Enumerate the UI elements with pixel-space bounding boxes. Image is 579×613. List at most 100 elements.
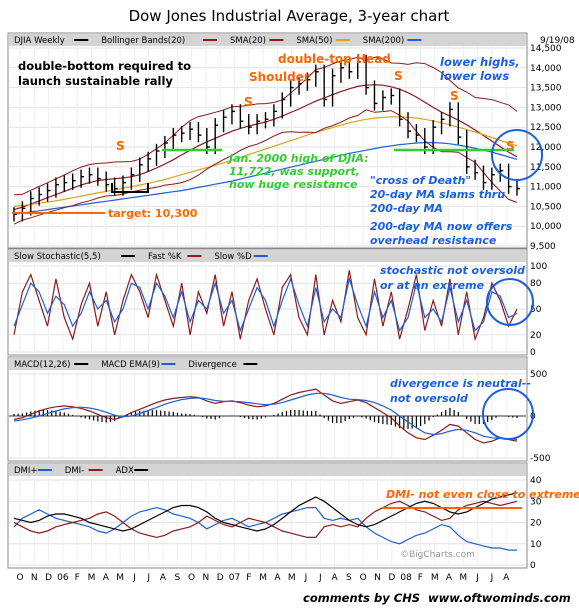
annotations: double-bottom required to launch sustain… — [12, 52, 579, 560]
x-tick-33: J — [490, 573, 494, 583]
price-ohlc-bars — [13, 54, 520, 222]
macd-legend-label-0: MACD(12,26) — [14, 360, 70, 370]
double-bottom-note-line1: double-bottom required to — [18, 59, 191, 73]
stochastic-y-tick-3: 20 — [530, 331, 542, 341]
price-legend-bar — [9, 34, 526, 46]
macd-series-macd-12-26- — [13, 388, 518, 444]
price-y-tick-labels: 14,500 14,000 13,500 13,000 12,500 12,000 11,5… — [530, 44, 562, 252]
jan2000-note-line2: 11,722, was support, — [229, 165, 360, 178]
dmi-y-tick-2: 20 — [530, 519, 542, 529]
price-y-tick-1: 14,000 — [530, 64, 562, 74]
x-tick-11: S — [174, 573, 180, 583]
x-tick-13: N — [203, 573, 210, 583]
price-legend-label-4: SMA(200) — [363, 36, 404, 46]
x-tick-10: A — [160, 573, 167, 583]
x-tick-28: F — [418, 573, 423, 583]
dmi-y-tick-4: 0 — [530, 561, 536, 571]
stochastic-note-line1: stochastic not oversold — [380, 264, 525, 277]
stochastic-legend-label-0: Slow Stochastic(5,5) — [14, 252, 101, 262]
lower-highs-line2: lower lows — [440, 69, 509, 83]
price-y-tick-7: 11,000 — [530, 183, 562, 193]
dmi-legend: DMI+ DMI- ADX — [14, 466, 149, 476]
price-y-tick-8: 10,500 — [530, 202, 562, 212]
macd-series-group — [13, 388, 518, 444]
x-tick-31: M — [459, 573, 467, 583]
divergence-note-line1: divergence is neutral-- — [390, 377, 531, 390]
dmi-y-tick-labels: 40 30 20 10 0 — [530, 476, 542, 571]
lower-highs-line1: lower highs, — [440, 55, 520, 69]
stochastic-y-tick-4: 0 — [530, 348, 536, 358]
dmi-legend-label-2: ADX — [116, 466, 134, 476]
x-tick-9: J — [146, 573, 150, 583]
price-y-tick-4: 12,500 — [530, 123, 562, 133]
x-tick-19: M — [288, 573, 296, 583]
price-legend-label-0: DJIA Weekly — [14, 36, 65, 46]
x-tick-30: A — [446, 573, 453, 583]
stochastic-series-slow-d — [13, 276, 518, 333]
stochastic-y-tick-0: 100 — [530, 262, 547, 272]
dmi-y-tick-0: 40 — [530, 476, 542, 486]
s-marker-1: S — [116, 139, 125, 153]
price-series-bollinger-upper — [13, 56, 518, 196]
x-tick-2: D — [45, 573, 52, 583]
dmi-series-group — [13, 492, 518, 551]
stochastic-series-group — [13, 270, 518, 342]
macd-legend: MACD(12,26) MACD EMA(9) Divergence — [14, 360, 258, 370]
head-label: double-top Head — [278, 52, 391, 66]
x-tick-22: A — [332, 573, 339, 583]
cross-of-death-line2: 20-day MA slams thru — [370, 188, 505, 201]
x-tick-23: S — [346, 573, 352, 583]
x-axis-tick-labels: O N D 06 F M A M J J A S O N D 07 F M A M J J A S O N D 08 F M A M J J A — [16, 573, 510, 583]
x-tick-17: M — [259, 573, 267, 583]
x-tick-34: A — [503, 573, 510, 583]
cross-of-death-line1: "cross of Death" — [370, 174, 471, 187]
s-marker-5: S — [506, 139, 515, 153]
dmi-legend-label-1: DMI- — [65, 466, 84, 476]
price-y-tick-5: 12,000 — [530, 143, 562, 153]
dmi-series-adx — [13, 492, 518, 532]
x-tick-29: M — [431, 573, 439, 583]
x-tick-16: F — [246, 573, 251, 583]
s-marker-3: S — [394, 69, 403, 83]
jan2000-note-line1: Jan. 2000 high of DJIA: — [227, 152, 369, 165]
x-tick-0: O — [16, 573, 23, 583]
stochastic-note-line2: or at an extreme — [380, 279, 485, 292]
macd-series-macd-ema-9- — [13, 392, 518, 441]
macd-legend-label-1: MACD EMA(9) — [101, 360, 160, 370]
x-tick-12: O — [188, 573, 195, 583]
x-tick-3: 06 — [57, 573, 69, 583]
dmi-note: DMI- not even close to extreme — [386, 488, 579, 501]
highlight-circle-price — [491, 129, 543, 181]
footer-site: www.oftwominds.com — [428, 591, 571, 605]
dmi-legend-bar — [9, 464, 526, 476]
x-tick-21: J — [318, 573, 322, 583]
shoulder-label: Shoulder — [249, 70, 310, 84]
price-legend-label-1: Bollinger Bands(20) — [101, 36, 185, 46]
stochastic-y-tick-labels: 100 80 50 20 0 — [530, 262, 547, 358]
price-legend: DJIA Weekly Bollinger Bands(20) SMA(20) SMA… — [14, 36, 422, 46]
dmi-legend-label-0: DMI+ — [14, 466, 38, 476]
highlight-circle-macd — [482, 388, 534, 440]
s-marker-2: S — [244, 95, 253, 109]
double-bottom-bracket — [111, 183, 149, 193]
dmi-panel: DMI+ DMI- ADX 40 30 20 10 0 — [7, 462, 542, 571]
x-tick-24: O — [360, 573, 367, 583]
stochastic-gridlines — [9, 264, 526, 353]
jan2000-note-line3: now huge resistance — [229, 178, 358, 191]
target-label: target: 10,300 — [108, 207, 198, 220]
macd-y-tick-2: -500 — [530, 454, 551, 464]
footer-comments: comments by CHS — [303, 591, 420, 605]
chart-title: Dow Jones Industrial Average, 3-year cha… — [129, 7, 450, 25]
stochastic-series-fast-k — [13, 270, 518, 342]
date-stamp: 9/19/08 — [540, 36, 575, 46]
x-tick-32: J — [475, 573, 479, 583]
x-tick-8: J — [132, 573, 136, 583]
price-y-tick-2: 13,500 — [530, 84, 562, 94]
stochastic-y-tick-2: 50 — [530, 305, 542, 315]
stochastic-legend: Slow Stochastic(5,5) Fast %K Slow %D — [14, 252, 268, 262]
macd-legend-bar — [9, 358, 526, 370]
price-legend-label-3: SMA(50) — [296, 36, 332, 46]
macd-y-tick-0: 500 — [530, 370, 547, 380]
x-tick-4: F — [75, 573, 80, 583]
cross-of-death-line4: 200-day MA now offers — [370, 220, 513, 233]
